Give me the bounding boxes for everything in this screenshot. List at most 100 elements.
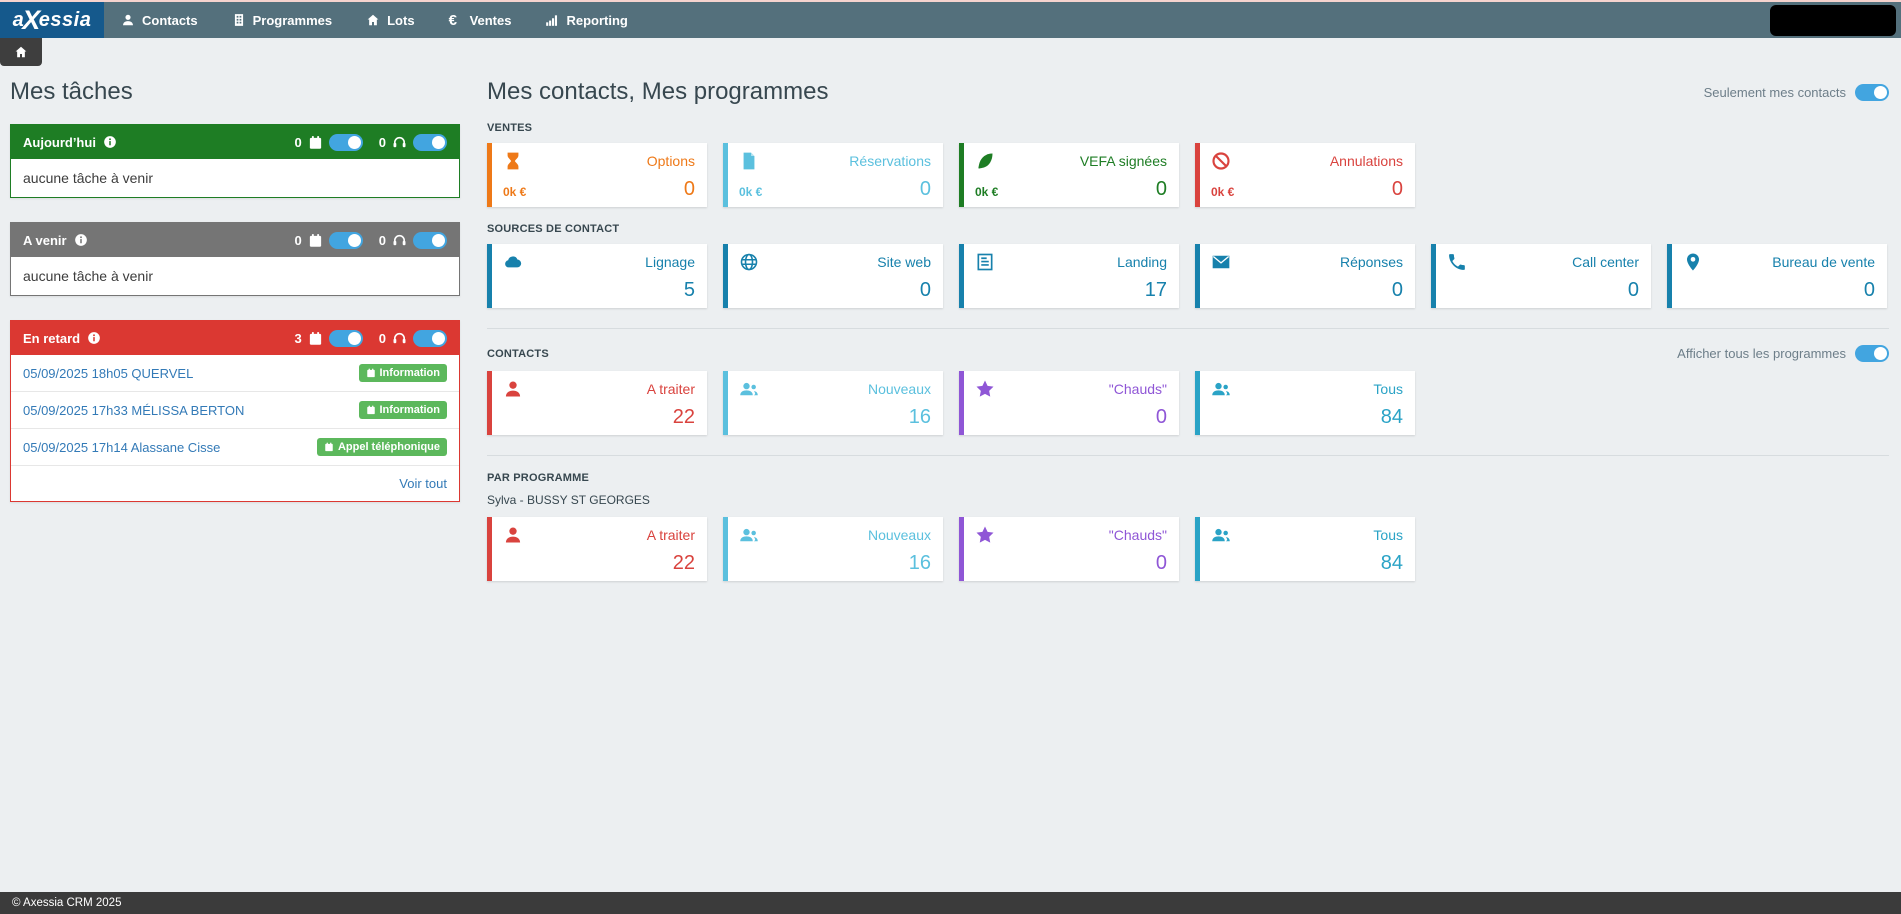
star-icon <box>975 379 995 399</box>
my-contacts-toggle[interactable] <box>1855 83 1889 101</box>
info-icon[interactable] <box>74 233 88 247</box>
section-label-par-programme: PAR PROGRAMME <box>487 472 590 484</box>
stat-card-tous[interactable]: Tous 84 <box>1195 517 1415 581</box>
nav-item-label: Reporting <box>566 12 628 28</box>
nav-item-ventes[interactable]: € Ventes <box>432 2 529 38</box>
task-group-label: Aujourd’hui <box>23 134 96 150</box>
envelope-icon <box>1211 252 1231 272</box>
task-link[interactable]: 05/09/2025 17h14 Alassane Cisse <box>23 439 221 455</box>
program-name: Sylva - BUSSY ST GEORGES <box>487 493 650 507</box>
section-label-sources: SOURCES DE CONTACT <box>487 223 620 235</box>
stat-label: Bureau de vente <box>1772 254 1875 270</box>
map-marker-icon <box>1683 252 1703 272</box>
stat-card-nouveaux[interactable]: Nouveaux 16 <box>723 371 943 435</box>
stat-card-a-traiter[interactable]: A traiter 22 <box>487 371 707 435</box>
nav-item-reporting[interactable]: Reporting <box>528 2 644 38</box>
feather-icon <box>975 151 995 171</box>
stat-value: 16 <box>908 552 931 574</box>
task-type-badge: Information <box>358 401 447 419</box>
nav-item-programmes[interactable]: Programmes <box>215 2 349 38</box>
stat-card-chauds[interactable]: "Chauds" 0 <box>959 517 1179 581</box>
user-icon <box>503 379 523 399</box>
stat-value: 22 <box>672 552 695 574</box>
task-link[interactable]: 05/09/2025 18h05 QUERVEL <box>23 365 194 381</box>
building-icon <box>232 13 246 27</box>
stat-value: 0 <box>919 279 931 301</box>
stat-card-call-center[interactable]: Call center 0 <box>1431 244 1651 308</box>
info-icon[interactable] <box>87 331 101 345</box>
calendar-toggle[interactable] <box>328 329 363 347</box>
call-count: 0 <box>378 134 386 150</box>
stat-card-tous[interactable]: Tous 84 <box>1195 371 1415 435</box>
info-icon[interactable] <box>103 135 117 149</box>
ban-icon <box>1211 151 1231 171</box>
stat-card-bureau-de-vente[interactable]: Bureau de vente 0 <box>1667 244 1887 308</box>
par-programme-row: A traiter 22 Nouveaux 16 <box>487 517 1889 581</box>
all-programs-toggle-label: Afficher tous les programmes <box>1677 346 1846 361</box>
stat-label: "Chauds" <box>1108 527 1167 543</box>
headset-icon <box>392 331 407 346</box>
nav-item-contacts[interactable]: Contacts <box>104 2 215 38</box>
users-icon <box>739 525 759 545</box>
task-type-badge: Information <box>358 364 447 382</box>
stat-label: Options <box>646 153 695 169</box>
nav-item-lots[interactable]: Lots <box>349 2 431 38</box>
nav-item-label: Contacts <box>142 12 198 28</box>
stat-card-site-web[interactable]: Site web 0 <box>723 244 943 308</box>
stat-card-a-traiter[interactable]: A traiter 22 <box>487 517 707 581</box>
stat-value: 0 <box>683 178 695 200</box>
stat-card-vefa-signees[interactable]: VEFA signées 0k € 0 <box>959 143 1179 207</box>
stat-card-lignage[interactable]: Lignage 5 <box>487 244 707 308</box>
stat-money: 0k € <box>1211 185 1235 199</box>
section-label-ventes: VENTES <box>487 122 533 134</box>
tasks-title: Mes tâches <box>10 78 133 105</box>
stat-label: Tous <box>1373 381 1403 397</box>
stat-card-reponses[interactable]: Réponses 0 <box>1195 244 1415 308</box>
calendar-toggle[interactable] <box>328 133 363 151</box>
nav-item-label: Programmes <box>252 12 333 28</box>
nav-item-label: Ventes <box>469 12 512 28</box>
stat-value: 0 <box>1155 406 1167 428</box>
task-card-overdue: En retard 3 0 05/09/2025 18h05 QUERVEL <box>10 320 460 502</box>
stat-label: A traiter <box>646 527 695 543</box>
breadcrumb-home-button[interactable] <box>0 38 42 66</box>
stat-card-options[interactable]: Options 0k € 0 <box>487 143 707 207</box>
call-toggle[interactable] <box>413 231 447 249</box>
task-card-upcoming: A venir 0 0 aucune tâche à venir <box>10 222 460 296</box>
euro-icon: € <box>448 12 457 29</box>
stat-label: Nouveaux <box>867 527 931 543</box>
task-card-today: Aujourd’hui 0 0 aucune tâche à venir <box>10 124 460 198</box>
stat-value: 16 <box>908 406 931 428</box>
stat-card-reservations[interactable]: Réservations 0k € 0 <box>723 143 943 207</box>
calendar-icon <box>366 405 376 415</box>
contacts-panel: Mes contacts, Mes programmes Seulement m… <box>470 66 1901 581</box>
top-accent-line <box>0 0 1901 2</box>
stat-card-annulations[interactable]: Annulations 0k € 0 <box>1195 143 1415 207</box>
stat-label: VEFA signées <box>1079 153 1167 169</box>
badge-label: Information <box>379 404 441 416</box>
call-toggle[interactable] <box>413 329 447 347</box>
stat-card-nouveaux[interactable]: Nouveaux 16 <box>723 517 943 581</box>
users-icon <box>739 379 759 399</box>
calendar-toggle[interactable] <box>328 231 363 249</box>
stat-value: 0 <box>1391 279 1403 301</box>
footer: © Axessia CRM 2025 <box>0 892 1901 914</box>
stat-label: A traiter <box>646 381 695 397</box>
task-link[interactable]: 05/09/2025 17h33 MÉLISSA BERTON <box>23 402 245 418</box>
stat-value: 5 <box>683 279 695 301</box>
headset-icon <box>392 233 407 248</box>
divider <box>487 455 1889 456</box>
star-icon <box>975 525 995 545</box>
stat-card-chauds[interactable]: "Chauds" 0 <box>959 371 1179 435</box>
all-programs-toggle[interactable] <box>1855 345 1889 362</box>
phone-icon <box>1447 252 1467 272</box>
stat-money: 0k € <box>503 185 527 199</box>
bar-chart-icon <box>545 13 559 27</box>
redacted-user-menu[interactable] <box>1770 5 1896 36</box>
stat-label: "Chauds" <box>1108 381 1167 397</box>
call-count: 0 <box>378 330 386 346</box>
call-toggle[interactable] <box>413 133 447 151</box>
stat-card-landing[interactable]: Landing 17 <box>959 244 1179 308</box>
view-all-link[interactable]: Voir tout <box>399 476 447 491</box>
